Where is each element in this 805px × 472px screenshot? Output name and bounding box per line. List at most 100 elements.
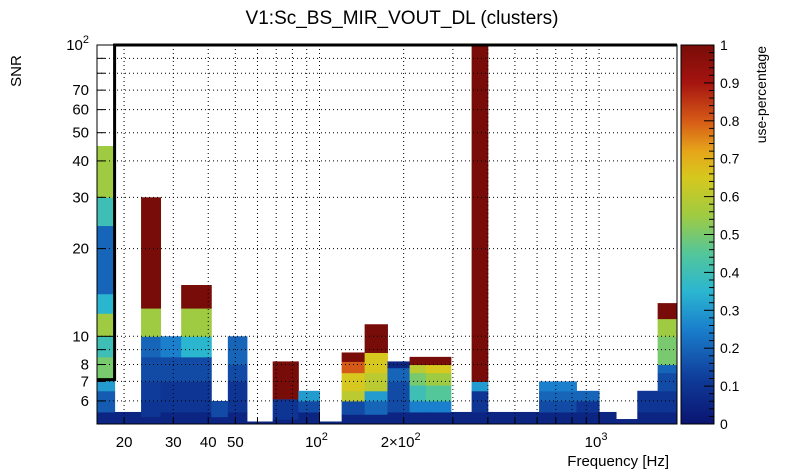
heatmap-cell xyxy=(227,364,248,382)
heatmap-cell xyxy=(637,390,659,413)
heatmap-cell xyxy=(97,313,116,337)
y-tick-label: 8 xyxy=(81,357,89,374)
heatmap-cell xyxy=(599,411,617,425)
heatmap-cell xyxy=(364,414,388,425)
heatmap-cell xyxy=(657,372,678,392)
colorbar-tick-label: 0.3 xyxy=(720,302,740,318)
heatmap-cell xyxy=(539,381,577,392)
heatmap-cell xyxy=(227,336,248,366)
heatmap-cell xyxy=(211,416,229,425)
heatmap-cell xyxy=(341,400,366,415)
heatmap-cell xyxy=(409,372,427,386)
heatmap-cell xyxy=(657,411,678,425)
colorbar-tick-label: 1 xyxy=(720,37,728,53)
heatmap-cell xyxy=(657,364,678,374)
grid-lines xyxy=(97,45,677,424)
colorbar-tick-label: 0.1 xyxy=(720,378,740,394)
heatmap-cell xyxy=(387,411,411,425)
heatmap-cell xyxy=(160,356,182,382)
heatmap-cell xyxy=(97,390,116,413)
heatmap-cell xyxy=(657,390,678,413)
y-tick-label: 60 xyxy=(72,102,89,119)
heatmap-cell xyxy=(227,381,248,413)
heatmap-cell xyxy=(409,411,427,425)
heatmap-cell xyxy=(576,411,600,425)
heatmap-cell xyxy=(576,400,600,413)
heatmap-cell xyxy=(97,225,116,295)
plot-frame xyxy=(96,44,678,425)
heatmap-cell xyxy=(487,411,540,425)
y-axis-ticks: 102 70 60 50 40 30 20 10 87 6 xyxy=(66,34,113,410)
heatmap-cell xyxy=(364,324,388,353)
colorbar-tick-label: 0.9 xyxy=(720,75,740,91)
heatmap-cell xyxy=(539,411,577,425)
heatmap-cell xyxy=(272,398,299,420)
heatmap-cell xyxy=(539,400,577,413)
heatmap-cell xyxy=(387,367,411,382)
colorbar-ticks: 0 0.1 0.2 0.3 0.4 0.5 0.6 0.7 0.8 0.9 1 xyxy=(704,37,740,432)
heatmap-cell xyxy=(141,356,162,382)
heatmap-cell xyxy=(637,411,659,425)
x-tick-label: 30 xyxy=(165,434,182,451)
x-tick-label: 103 xyxy=(585,431,608,451)
heatmap-cell xyxy=(141,381,162,402)
heatmap-cell xyxy=(450,411,473,425)
y-tick-label: 102 xyxy=(66,34,89,54)
heatmap-cell xyxy=(97,411,116,425)
heatmap-cell xyxy=(181,356,212,382)
x-axis-label: Frequency [Hz] xyxy=(567,453,669,470)
heatmap-cell xyxy=(141,197,162,309)
heatmap-cell xyxy=(425,411,452,425)
heatmap-cell xyxy=(181,336,212,358)
heatmap-cell xyxy=(409,356,427,366)
chart-title: V1:Sc_BS_MIR_VOUT_DL (clusters) xyxy=(246,8,559,29)
heatmap-cell xyxy=(211,400,229,418)
heatmap-cell xyxy=(141,400,162,418)
heatmap-cell xyxy=(657,303,678,320)
heatmap-cell xyxy=(272,419,299,425)
y-tick-label: 10 xyxy=(72,328,89,345)
heatmap-cell xyxy=(616,419,638,425)
heatmap-cell xyxy=(471,45,489,382)
heatmap-cell xyxy=(425,400,452,413)
heatmap-cell xyxy=(425,385,452,402)
x-axis-ticks: 20 30 40 50 102 2×102 103 xyxy=(116,412,608,451)
heatmap-cell xyxy=(181,411,212,425)
heatmap-cell xyxy=(364,372,388,392)
colorbar-tick-label: 0 xyxy=(720,416,728,432)
heatmap-cell xyxy=(181,308,212,337)
heatmap-cell xyxy=(160,411,182,425)
heatmap-cell xyxy=(364,400,388,415)
heatmap-cell xyxy=(97,293,116,314)
heatmap-cell xyxy=(471,381,489,392)
heatmap-cell xyxy=(341,361,366,374)
heatmap-cell xyxy=(298,390,320,402)
x-tick-label: 20 xyxy=(116,434,133,451)
heatmap-cell xyxy=(97,197,116,227)
heatmap-cell xyxy=(141,416,162,425)
heatmap-cell xyxy=(181,381,212,413)
y-axis-label: SNR xyxy=(8,55,25,87)
y-tick-label: 6 xyxy=(81,393,89,410)
heatmap-cell xyxy=(181,285,212,309)
heatmap-cell xyxy=(160,336,182,358)
heatmap-cell xyxy=(298,411,320,425)
colorbar-tick-label: 0.7 xyxy=(720,151,740,167)
colorbar-tick-label: 0.5 xyxy=(720,227,740,243)
heatmap-cell xyxy=(657,318,678,337)
heatmap-cell xyxy=(97,356,116,381)
heatmap-cell xyxy=(160,381,182,413)
heatmap-cell xyxy=(97,379,116,392)
heatmap-cell xyxy=(425,356,452,366)
colorbar-tick-label: 0.4 xyxy=(720,264,740,280)
y-tick-label: 40 xyxy=(72,153,89,170)
heatmap-cell xyxy=(409,385,427,402)
heatmap-cell xyxy=(97,336,116,358)
heatmap-cell xyxy=(341,414,366,425)
heatmap-cell xyxy=(425,364,452,374)
y-tick-label: 7 xyxy=(81,373,89,390)
x-tick-label: 40 xyxy=(200,434,217,451)
x-tick-label: 2×102 xyxy=(381,431,421,451)
heatmap-cell xyxy=(409,364,427,374)
